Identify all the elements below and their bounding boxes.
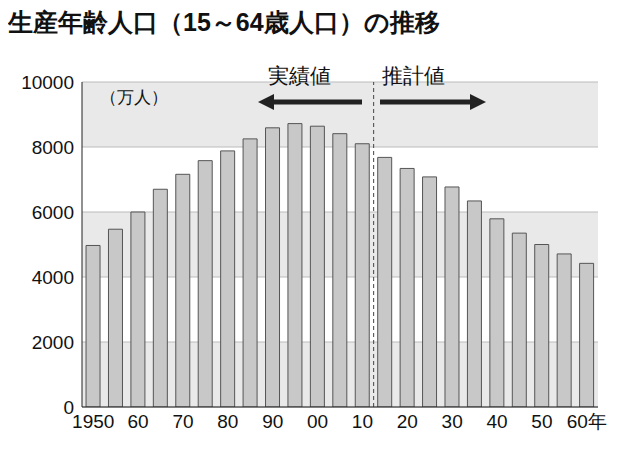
- svg-text:40: 40: [486, 411, 507, 432]
- svg-text:30: 30: [442, 411, 463, 432]
- html-text:生産年齢人口（15～64歳人口）の推移: 生産年齢人口（15～64歳人口）の推移: [8, 8, 440, 36]
- svg-text:8000: 8000: [32, 137, 74, 158]
- svg-text:4000: 4000: [32, 267, 74, 288]
- svg-text:20: 20: [397, 411, 418, 432]
- svg-text:90: 90: [262, 411, 283, 432]
- svg-text:6000: 6000: [32, 202, 74, 223]
- html-text:推計値: 推計値: [382, 64, 445, 87]
- svg-text:60年: 60年: [567, 411, 607, 432]
- svg-text:0: 0: [63, 397, 74, 418]
- html-text:実績値: 実績値: [268, 64, 331, 87]
- svg-text:60: 60: [128, 411, 149, 432]
- svg-text:2000: 2000: [32, 332, 74, 353]
- svg-text:10: 10: [352, 411, 373, 432]
- svg-text:80: 80: [217, 411, 238, 432]
- svg-text:10000: 10000: [21, 72, 74, 93]
- svg-text:70: 70: [172, 411, 193, 432]
- svg-text:50: 50: [531, 411, 552, 432]
- svg-text:1950: 1950: [72, 411, 114, 432]
- svg-text:00: 00: [307, 411, 328, 432]
- html-text:（万人）: （万人）: [100, 88, 168, 107]
